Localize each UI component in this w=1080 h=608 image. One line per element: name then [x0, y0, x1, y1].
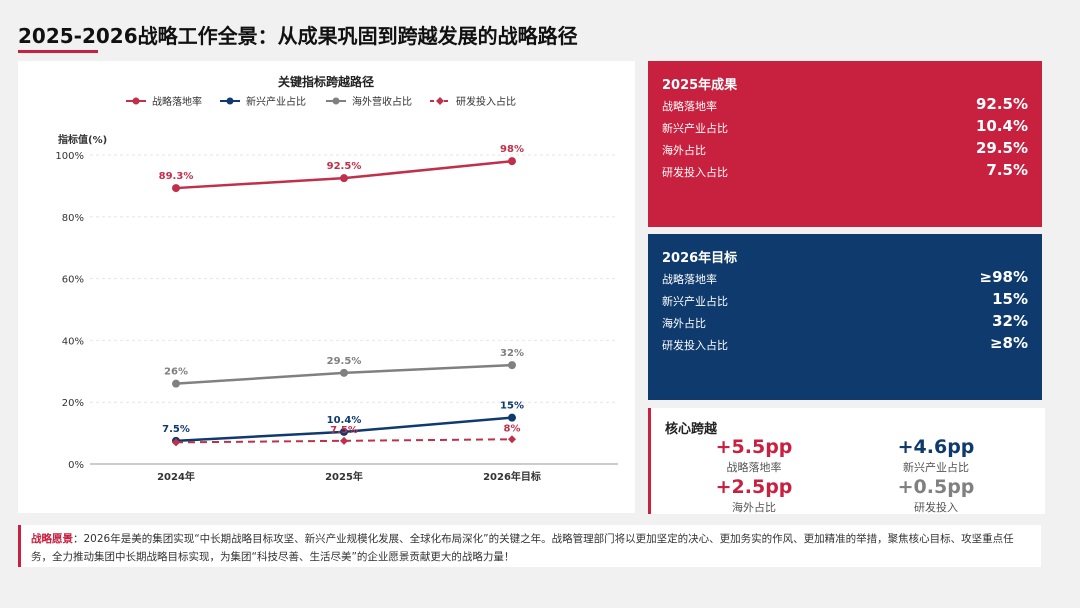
data-point — [172, 184, 180, 193]
results-row-value: 10.4% — [975, 117, 1028, 135]
legend-label: 新兴产业占比 — [246, 95, 306, 108]
results-row-label: 海外占比 — [662, 144, 706, 157]
targets-row-value: 15% — [992, 290, 1028, 308]
y-tick-label: 40% — [62, 336, 84, 347]
y-tick-label: 100% — [55, 151, 84, 162]
data-label: 92.5% — [327, 161, 362, 172]
leap-value: +5.5pp — [715, 436, 793, 458]
y-tick-label: 20% — [62, 398, 84, 409]
targets-row-label: 新兴产业占比 — [662, 295, 728, 308]
leap-value: +2.5pp — [715, 476, 793, 498]
footer-text: ：2026年是美的集团实现“中长期战略目标攻坚、新兴产业规模化发展、全球化布局深… — [31, 533, 1014, 563]
targets-row-value: ≥8% — [989, 334, 1028, 352]
data-point — [340, 174, 348, 183]
results-row-label: 战略落地率 — [662, 100, 717, 113]
data-label: 15% — [500, 401, 524, 412]
x-tick-label: 2025年 — [325, 470, 363, 483]
results-row-label: 研发投入占比 — [662, 166, 728, 179]
x-tick-label: 2024年 — [157, 470, 195, 483]
results-row-value: 92.5% — [975, 95, 1028, 113]
data-label: 98% — [500, 144, 524, 155]
legend-label: 研发投入占比 — [456, 95, 516, 108]
core-leap-title: 核心跨越 — [665, 422, 718, 437]
legend-marker — [132, 97, 140, 105]
targets-2026-title: 2026年目标 — [662, 251, 738, 266]
data-label: 7.5% — [330, 425, 358, 436]
data-point — [508, 157, 516, 166]
legend-marker — [332, 97, 340, 105]
data-label: 10.4% — [327, 415, 362, 426]
core-leap-card: 核心跨越 +5.5pp 战略落地率 +4.6pp 新兴产业占比 +2.5pp 海… — [648, 408, 1045, 514]
results-2025-title: 2025年成果 — [662, 78, 738, 93]
data-point — [340, 436, 348, 445]
y-tick-label: 60% — [62, 275, 84, 286]
targets-2026-card: 2026年目标 战略落地率 ≥98% 新兴产业占比 15% 海外占比 32% 研… — [648, 234, 1042, 400]
results-row-value: 7.5% — [986, 161, 1028, 179]
leap-label: 战略落地率 — [726, 461, 782, 474]
targets-row-label: 战略落地率 — [662, 273, 717, 286]
page-title: 2025-2026战略工作全景：从成果巩固到跨越发展的战略路径 — [18, 24, 578, 48]
legend-label: 战略落地率 — [152, 95, 202, 108]
y-axis-label: 指标值(%) — [58, 133, 107, 146]
results-row-value: 29.5% — [975, 139, 1028, 157]
data-label: 8% — [504, 423, 521, 434]
data-label: 7.5% — [162, 424, 190, 435]
chart-panel: 关键指标跨越路径战略落地率 新兴产业占比 海外营收占比 研发投入占比指标值(%) 0% 2… — [18, 61, 635, 513]
data-label: 29.5% — [327, 356, 362, 367]
results-2025-card: 2025年成果 战略落地率 92.5% 新兴产业占比 10.4% 海外占比 29… — [648, 61, 1042, 227]
targets-row-label: 研发投入占比 — [662, 339, 728, 352]
legend-label: 海外营收占比 — [352, 95, 412, 108]
data-label: 32% — [500, 348, 524, 359]
leap-value: +4.6pp — [897, 436, 975, 458]
data-label: 26% — [164, 367, 188, 378]
leap-label: 新兴产业占比 — [903, 461, 969, 474]
results-row-label: 新兴产业占比 — [662, 122, 728, 135]
legend-marker — [226, 97, 234, 105]
data-point — [172, 438, 180, 447]
data-point — [172, 379, 180, 388]
data-point — [508, 435, 516, 444]
targets-row-label: 海外占比 — [662, 317, 706, 330]
targets-row-value: 32% — [992, 312, 1028, 330]
data-label: 89.3% — [159, 171, 194, 182]
y-tick-label: 80% — [62, 213, 84, 224]
chart-title: 关键指标跨越路径 — [278, 74, 374, 89]
footer-label: 战略愿景 — [31, 533, 73, 545]
data-point — [508, 413, 516, 422]
leap-label: 海外占比 — [732, 501, 776, 514]
leap-value: +0.5pp — [897, 476, 975, 498]
strategic-vision-footer: 战略愿景：2026年是美的集团实现“中长期战略目标攻坚、新兴产业规模化发展、全球… — [18, 525, 1041, 567]
data-point — [340, 368, 348, 377]
data-point — [508, 361, 516, 370]
legend-marker — [436, 97, 444, 105]
data-point — [340, 427, 348, 436]
title-underline — [18, 50, 98, 53]
targets-row-value: ≥98% — [979, 268, 1028, 286]
leap-label: 研发投入 — [914, 501, 958, 514]
y-tick-label: 0% — [68, 460, 84, 471]
x-tick-label: 2026年目标 — [483, 470, 541, 483]
